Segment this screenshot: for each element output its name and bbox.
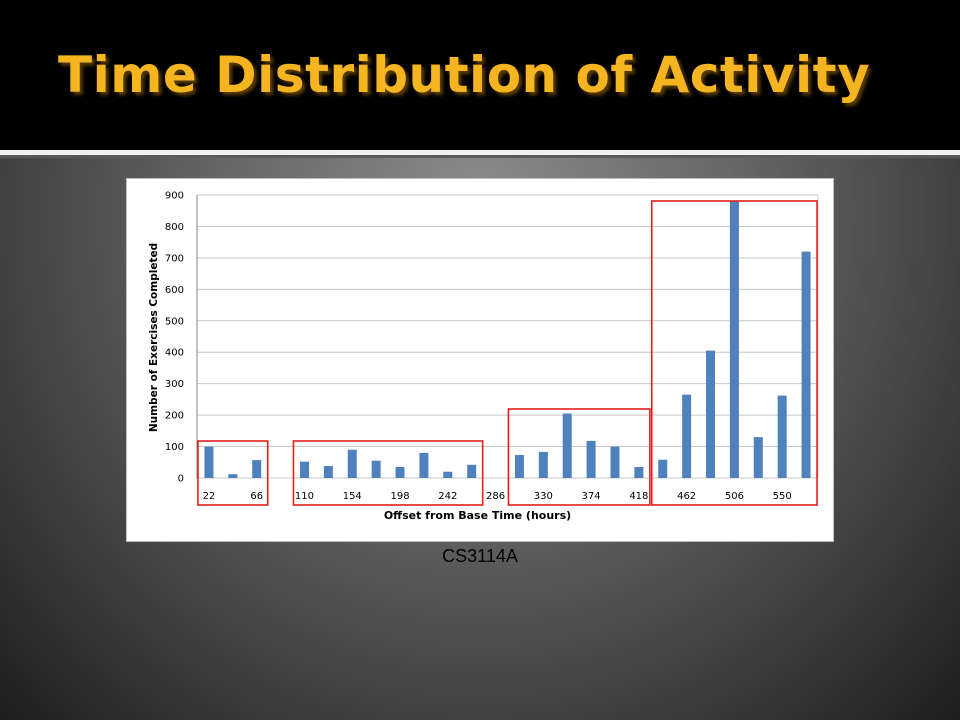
- bar: [801, 251, 811, 478]
- bar: [252, 460, 262, 478]
- bar: [586, 440, 596, 478]
- y-tick-label: 400: [165, 348, 184, 359]
- bar: [634, 466, 644, 478]
- title-divider-shadow: [0, 155, 960, 158]
- bar: [610, 446, 620, 478]
- bar: [777, 395, 787, 478]
- y-tick-label: 600: [165, 285, 184, 296]
- x-tick-label: 330: [534, 491, 553, 502]
- chart-panel: 0 100 200 300 400 500 600 700 800 900 22 66 110 154 19…: [126, 178, 834, 542]
- title-divider: [0, 150, 960, 155]
- bar: [228, 474, 238, 478]
- y-tick-label: 200: [165, 411, 184, 422]
- bar: [323, 466, 333, 478]
- bar: [753, 437, 763, 478]
- bar: [419, 452, 429, 478]
- bar: [562, 413, 572, 478]
- y-tick-label: 100: [165, 442, 184, 453]
- bar: [729, 201, 739, 479]
- bar: [682, 394, 692, 478]
- highlight-box: [292, 440, 484, 506]
- slide-title: Time Distribution of Activity: [58, 46, 871, 104]
- x-tick-label: 22: [203, 491, 216, 502]
- bar: [658, 459, 668, 478]
- x-tick-label: 286: [486, 491, 505, 502]
- x-tick-label: 66: [250, 491, 263, 502]
- y-tick-label: 0: [178, 474, 184, 485]
- x-tick-label: 154: [343, 491, 362, 502]
- x-tick-label: 198: [390, 491, 409, 502]
- y-tick-label: 800: [165, 222, 184, 233]
- x-tick-label: 110: [295, 491, 314, 502]
- plot-area-border: [196, 194, 819, 479]
- bar: [467, 464, 477, 478]
- y-tick-label: 700: [165, 253, 184, 264]
- bar: [299, 461, 309, 478]
- x-tick-label: 242: [438, 491, 457, 502]
- y-tick-label: 900: [165, 191, 184, 202]
- bar: [395, 466, 405, 478]
- bar: [347, 449, 357, 478]
- x-tick-label: 462: [677, 491, 696, 502]
- x-tick-label: 506: [725, 491, 744, 502]
- y-tick-label: 500: [165, 316, 184, 327]
- x-tick-label: 418: [629, 491, 648, 502]
- bar: [371, 460, 381, 478]
- bar: [538, 451, 548, 478]
- y-axis-title: Number of Exercises Completed: [148, 243, 160, 432]
- title-bar: Time Distribution of Activity: [0, 0, 960, 150]
- highlight-box: [197, 440, 269, 506]
- x-axis-title: Offset from Base Time (hours): [384, 509, 571, 522]
- bar: [204, 446, 214, 478]
- x-tick-label: 550: [773, 491, 792, 502]
- highlight-box: [650, 200, 818, 506]
- highlight-box: [507, 408, 651, 506]
- x-tick-label: 374: [582, 491, 601, 502]
- slide-caption: CS3114A: [442, 546, 518, 566]
- y-tick-label: 300: [165, 379, 184, 390]
- bar: [706, 350, 716, 478]
- bar-chart: 0 100 200 300 400 500 600 700 800 900 22 66 110 154 19…: [148, 191, 819, 522]
- bar: [514, 455, 524, 478]
- bar: [443, 471, 453, 478]
